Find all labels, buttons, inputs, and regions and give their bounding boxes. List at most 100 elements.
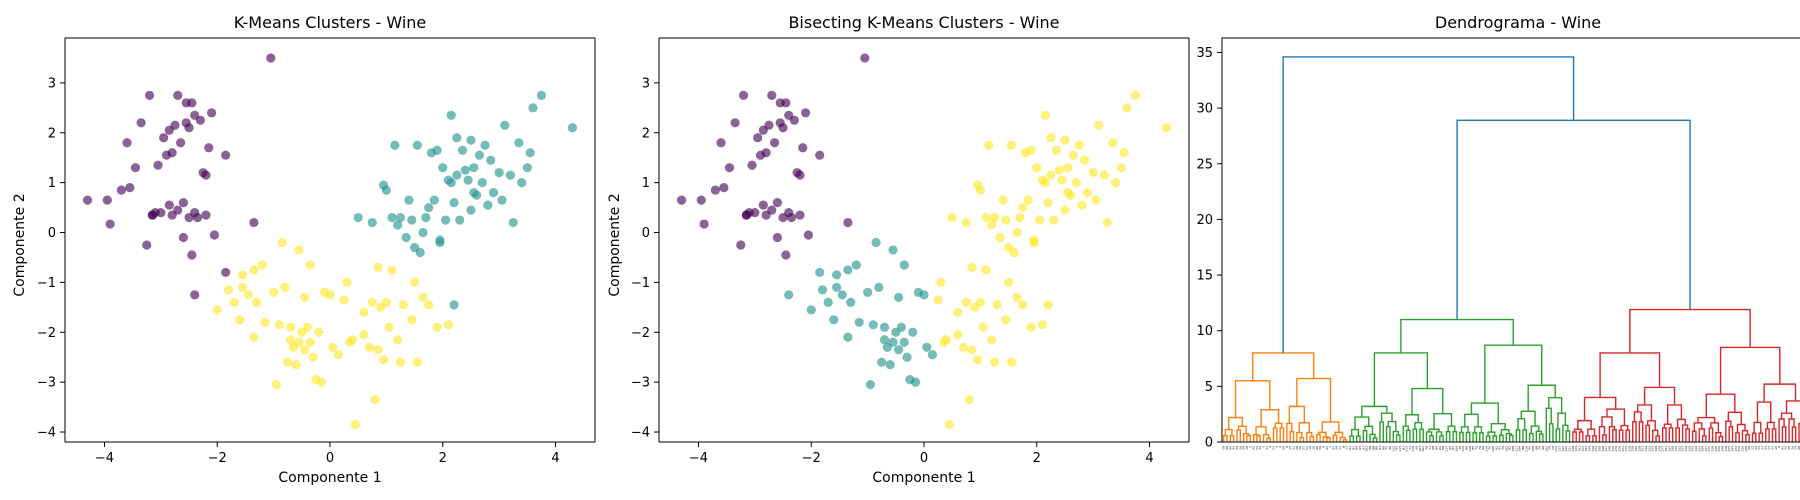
dendrogram-link xyxy=(1500,429,1510,436)
leaf-label: 167 xyxy=(1731,446,1735,452)
scatter-point xyxy=(806,305,816,315)
dendrogram-link xyxy=(1356,435,1361,442)
scatter-point xyxy=(998,195,1008,205)
leaf-label: 73 xyxy=(1385,446,1389,450)
scatter-point xyxy=(1046,170,1056,180)
dendrogram-link xyxy=(1751,432,1757,442)
scatter-point xyxy=(1040,110,1050,120)
dendrogram-link xyxy=(1676,418,1686,428)
scatter-point xyxy=(987,335,997,345)
y-tick-label: 25 xyxy=(1196,157,1213,172)
leaf-label: 151 xyxy=(1641,446,1645,452)
dendrogram-link xyxy=(1548,423,1554,442)
dendrogram-link xyxy=(1252,434,1260,442)
scatter-point xyxy=(187,250,197,260)
scatter-point xyxy=(291,360,301,370)
dendrogram-link xyxy=(1681,424,1689,442)
dendrogram-link xyxy=(1538,433,1544,442)
dendrogram-link xyxy=(1592,435,1597,442)
dendrogram-link xyxy=(1608,426,1616,442)
kmeans-scatter-panel: K-Means Clusters - Wine Componente 1 Com… xyxy=(12,13,596,486)
scatter-point xyxy=(1091,195,1101,205)
leaf-label: 36 xyxy=(1282,446,1286,450)
scatter-point xyxy=(1119,148,1129,158)
leaf-label: 10 xyxy=(1794,446,1798,450)
x-tick-label: 0 xyxy=(326,451,334,466)
leaf-label: 135 xyxy=(1674,446,1678,452)
scatter-point xyxy=(497,195,507,205)
dendrogram-link xyxy=(1612,428,1617,442)
dendrogram-link xyxy=(1573,428,1582,432)
dendrogram-link xyxy=(1661,427,1667,442)
leaf-label: 90 xyxy=(1381,446,1385,450)
leaf-label: 50 xyxy=(1551,446,1555,450)
scatter-point xyxy=(525,148,535,158)
scatter-point xyxy=(164,200,174,210)
dendrogram-link xyxy=(1316,433,1321,442)
dendrogram-link xyxy=(1736,423,1746,433)
dendrogram-link xyxy=(1222,434,1228,442)
scatter-point xyxy=(803,230,814,240)
leaf-label: 122 xyxy=(1554,446,1558,452)
scatter-point xyxy=(987,220,997,230)
dendrogram-link xyxy=(1414,421,1423,430)
scatter-point xyxy=(1068,150,1079,160)
dendrogram-link xyxy=(1474,426,1483,433)
dendrogram-link xyxy=(1745,434,1750,442)
scatter-point xyxy=(384,322,394,332)
scatter-point xyxy=(350,419,360,430)
dendrogram-link xyxy=(1741,429,1749,442)
scatter-point xyxy=(936,277,946,287)
dendrogram-link xyxy=(1599,352,1661,398)
y-tick-label: −1 xyxy=(37,276,56,291)
leaf-label: 67 xyxy=(1361,446,1365,450)
leaf-label: 116 xyxy=(1524,446,1528,452)
scatter-point xyxy=(1015,212,1025,223)
scatter-point xyxy=(466,135,476,145)
dendrogram-link xyxy=(1425,431,1433,442)
dendrogram-link xyxy=(1484,344,1543,404)
scatter-point xyxy=(716,138,726,148)
scatter-point xyxy=(206,108,217,118)
leaf-label: 106 xyxy=(1454,446,1458,452)
dendrogram-link xyxy=(1236,429,1241,442)
dendrogram-link xyxy=(1487,431,1496,437)
leaf-label: 56 xyxy=(1318,446,1322,450)
scatter-point xyxy=(758,200,768,210)
scatter-point xyxy=(922,342,932,352)
dendrogram-link xyxy=(1535,430,1542,442)
scatter-point xyxy=(967,262,977,273)
leaf-label: 133 xyxy=(1677,446,1681,452)
dendrogram-link xyxy=(1725,420,1732,442)
scatter-point xyxy=(460,165,470,175)
scatter-point xyxy=(1094,120,1104,130)
dendrogram-link xyxy=(1456,119,1691,320)
scatter-point xyxy=(972,355,983,365)
x-tick-label: −4 xyxy=(689,451,708,466)
dendrogram-link xyxy=(1565,430,1571,442)
scatter-point xyxy=(837,290,847,300)
dendrogram-link xyxy=(1282,56,1575,353)
leaf-label: 41 xyxy=(1780,446,1784,450)
dendrogram-link xyxy=(1557,412,1567,430)
scatter-point xyxy=(778,123,788,133)
leaf-label: 107 xyxy=(1418,446,1422,452)
scatter-point xyxy=(212,305,222,315)
scatter-point xyxy=(961,217,971,228)
scatter-point xyxy=(789,115,799,125)
scatter-point xyxy=(446,110,456,120)
dendrogram-link xyxy=(1598,426,1606,442)
scatter-point xyxy=(981,265,991,275)
scatter-point xyxy=(300,345,310,355)
leaf-label: 9 xyxy=(1321,446,1325,448)
scatter-point xyxy=(469,163,479,173)
leaf-label: 157 xyxy=(1581,446,1585,452)
dendrogram-link xyxy=(1587,428,1596,436)
dendrogram-link xyxy=(1237,425,1247,434)
scatter-point xyxy=(676,195,687,205)
scatter-point xyxy=(505,170,516,180)
leaf-label: 169 xyxy=(1654,446,1658,452)
scatter-point xyxy=(269,287,279,297)
scatter-point xyxy=(877,357,887,367)
leaf-label: 146 xyxy=(1591,446,1595,452)
